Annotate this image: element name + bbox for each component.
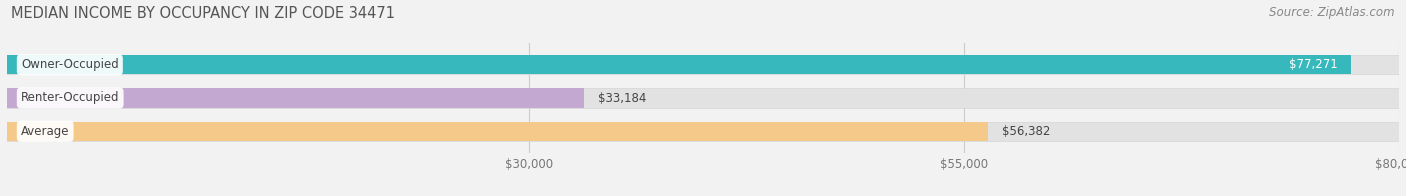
- Bar: [7, 55, 1351, 74]
- Bar: [7, 122, 988, 141]
- Bar: [7, 88, 585, 108]
- Text: $77,271: $77,271: [1289, 58, 1337, 71]
- Text: Average: Average: [21, 125, 69, 138]
- Text: MEDIAN INCOME BY OCCUPANCY IN ZIP CODE 34471: MEDIAN INCOME BY OCCUPANCY IN ZIP CODE 3…: [11, 6, 395, 21]
- Bar: [7, 88, 1399, 108]
- Bar: [7, 55, 1399, 74]
- Text: $56,382: $56,382: [1002, 125, 1050, 138]
- Bar: [7, 122, 1399, 141]
- Text: $33,184: $33,184: [599, 92, 647, 104]
- Text: Renter-Occupied: Renter-Occupied: [21, 92, 120, 104]
- Text: Owner-Occupied: Owner-Occupied: [21, 58, 118, 71]
- Text: Source: ZipAtlas.com: Source: ZipAtlas.com: [1270, 6, 1395, 19]
